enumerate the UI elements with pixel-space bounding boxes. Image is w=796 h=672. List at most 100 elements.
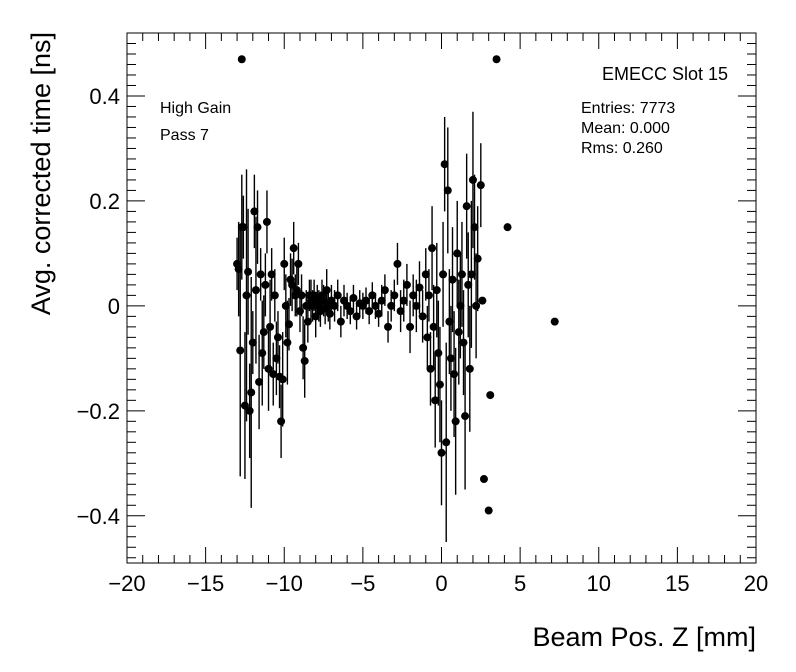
data-point xyxy=(478,296,487,305)
data-point xyxy=(448,227,457,333)
data-marker xyxy=(288,280,297,289)
data-marker xyxy=(362,296,371,305)
data-marker xyxy=(443,186,452,195)
data-marker xyxy=(330,301,339,310)
data-marker xyxy=(270,291,279,300)
data-marker xyxy=(484,506,493,515)
data-marker xyxy=(431,396,440,405)
data-marker xyxy=(277,417,286,426)
data-marker xyxy=(402,280,411,289)
data-point xyxy=(239,195,248,259)
data-point xyxy=(284,298,293,351)
data-point xyxy=(465,305,474,432)
data-marker xyxy=(448,275,457,284)
data-marker xyxy=(450,370,459,379)
data-marker xyxy=(295,307,304,316)
data-marker xyxy=(399,296,408,305)
data-point xyxy=(492,55,501,64)
data-point xyxy=(451,347,460,495)
data-marker xyxy=(266,322,275,331)
data-point xyxy=(426,332,435,406)
data-marker xyxy=(261,280,270,289)
data-marker xyxy=(418,312,427,321)
data-point xyxy=(462,153,471,259)
data-point xyxy=(470,174,479,280)
data-marker xyxy=(294,259,303,268)
x-tick-label: −5 xyxy=(350,571,375,596)
data-marker xyxy=(426,364,435,373)
data-marker xyxy=(387,301,396,310)
data-point xyxy=(237,55,246,64)
data-point xyxy=(278,332,287,427)
data-marker xyxy=(267,270,276,279)
data-point xyxy=(443,127,452,254)
data-marker xyxy=(300,356,309,365)
data-point xyxy=(365,298,374,325)
data-marker xyxy=(550,317,559,326)
data-point xyxy=(432,242,441,338)
data-point xyxy=(270,269,279,322)
data-point xyxy=(244,208,253,335)
data-point xyxy=(479,475,488,484)
data-marker xyxy=(244,267,253,276)
data-marker xyxy=(479,475,488,484)
data-marker xyxy=(258,349,267,358)
data-point xyxy=(503,223,512,232)
x-tick-label: 15 xyxy=(665,571,689,596)
data-point xyxy=(486,391,495,400)
data-marker xyxy=(442,438,451,447)
x-tick-label: −10 xyxy=(266,571,303,596)
data-point xyxy=(393,242,402,285)
data-marker xyxy=(468,175,477,184)
data-point xyxy=(409,274,418,317)
y-tick-label: 0.2 xyxy=(89,189,120,214)
data-marker xyxy=(371,301,380,310)
data-marker xyxy=(470,223,479,232)
chart-title: EMECC Slot 15 xyxy=(602,64,728,84)
data-point xyxy=(280,237,289,291)
data-marker xyxy=(451,417,460,426)
data-point xyxy=(236,224,245,477)
data-marker xyxy=(352,312,361,321)
data-point xyxy=(300,324,309,398)
data-marker xyxy=(248,338,257,347)
data-point xyxy=(435,326,444,443)
data-marker xyxy=(457,270,466,279)
y-tick-labels: −0.4 −0.2 0 0.2 0.4 xyxy=(77,84,120,529)
data-marker xyxy=(256,270,265,279)
data-point xyxy=(406,300,415,354)
data-point xyxy=(250,174,259,249)
data-marker xyxy=(262,217,271,226)
data-point xyxy=(256,248,265,301)
data-marker xyxy=(390,291,399,300)
data-marker xyxy=(245,406,254,415)
data-point xyxy=(402,263,411,306)
data-point xyxy=(484,506,493,515)
data-marker xyxy=(384,322,393,331)
x-tick-label: 0 xyxy=(435,571,447,596)
data-marker xyxy=(273,333,282,342)
data-point xyxy=(255,334,264,430)
data-marker xyxy=(473,254,482,263)
data-point xyxy=(374,300,383,327)
data-marker xyxy=(423,333,432,342)
x-axis-label: Beam Pos. Z [mm] xyxy=(532,622,756,652)
data-point xyxy=(248,311,257,375)
data-point xyxy=(283,300,292,385)
data-point xyxy=(461,342,470,490)
data-marker xyxy=(435,380,444,389)
data-point xyxy=(261,253,270,317)
data-point xyxy=(457,221,466,327)
data-point xyxy=(262,190,271,254)
data-marker xyxy=(289,244,298,253)
data-point xyxy=(431,353,440,448)
data-point xyxy=(267,248,276,301)
data-marker xyxy=(440,160,449,169)
data-point xyxy=(346,298,355,325)
pass-label: Pass 7 xyxy=(160,127,209,144)
data-marker xyxy=(365,307,374,316)
data-marker xyxy=(255,377,264,386)
data-marker xyxy=(459,338,468,347)
data-point xyxy=(259,295,268,369)
